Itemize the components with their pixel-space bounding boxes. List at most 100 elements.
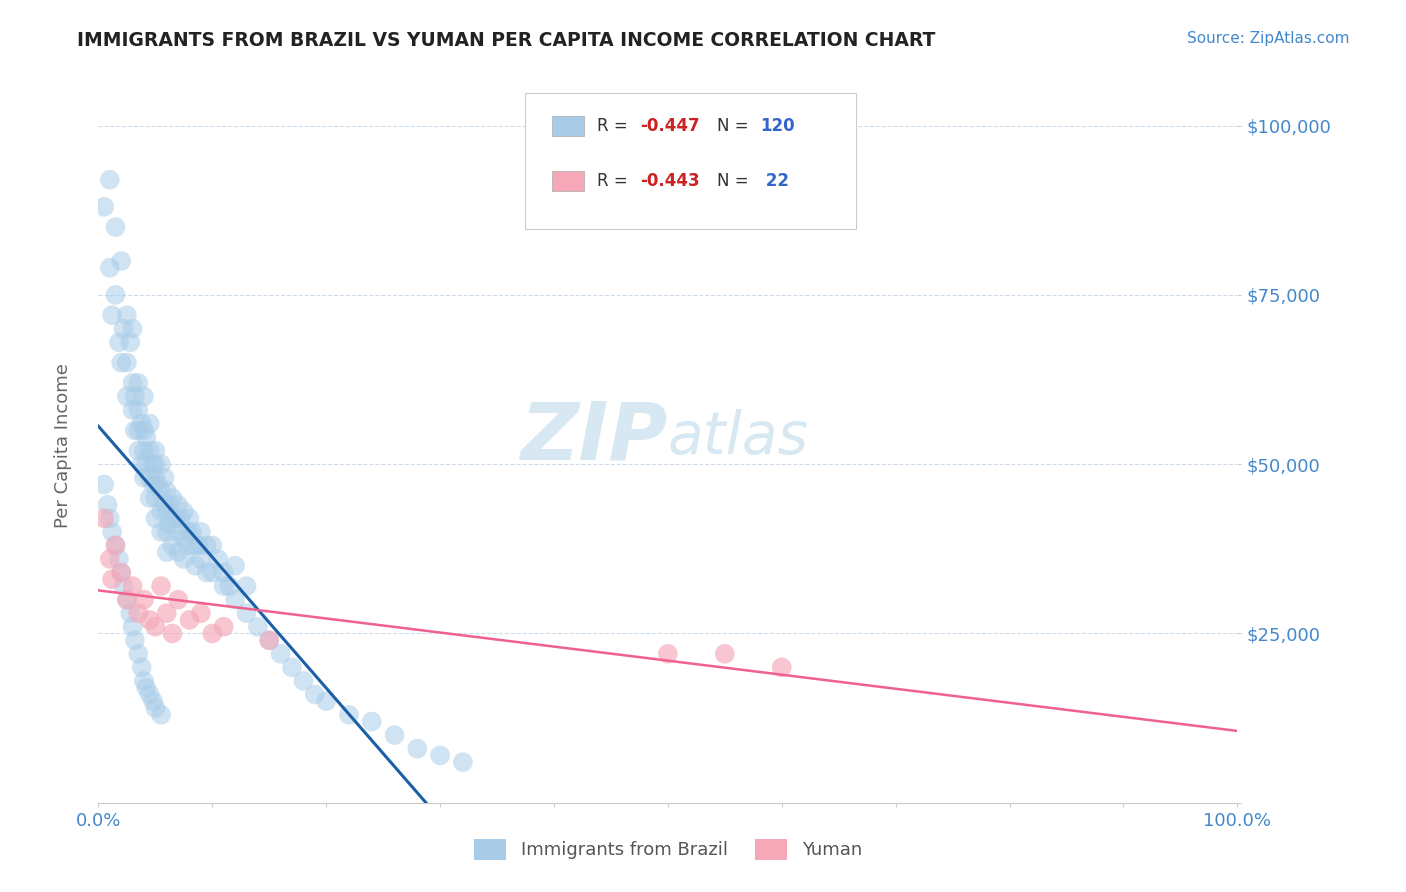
Point (115, 355, 138, 369)
Point (167, 498, 190, 512)
Point (156, 505, 179, 519)
Point (150, 524, 173, 539)
Text: 120: 120 (761, 117, 794, 136)
Point (429, 748, 451, 763)
Point (190, 524, 212, 539)
Text: R =: R = (598, 172, 633, 190)
Text: R =: R = (598, 117, 633, 136)
Point (212, 566, 235, 580)
Point (96, 498, 118, 512)
Point (124, 389, 146, 403)
Point (121, 579, 143, 593)
Point (150, 484, 173, 499)
Point (131, 457, 153, 471)
Point (281, 660, 304, 674)
Point (201, 538, 224, 552)
Point (127, 443, 149, 458)
Point (153, 471, 176, 485)
Point (195, 566, 218, 580)
FancyBboxPatch shape (526, 94, 856, 228)
Point (108, 335, 131, 350)
Point (110, 566, 132, 580)
Point (127, 376, 149, 390)
Point (104, 538, 127, 552)
Point (121, 376, 143, 390)
Bar (551, 171, 583, 191)
Point (110, 254, 132, 268)
Point (259, 633, 281, 648)
Point (259, 633, 281, 648)
Point (162, 511, 184, 525)
Point (145, 443, 167, 458)
Point (115, 389, 138, 403)
Point (201, 626, 224, 640)
Point (770, 660, 793, 674)
Point (406, 741, 429, 756)
Point (115, 308, 138, 322)
Point (127, 423, 149, 437)
Point (127, 647, 149, 661)
Point (657, 647, 679, 661)
Point (104, 538, 127, 552)
Point (145, 491, 167, 505)
Point (169, 511, 191, 525)
Point (150, 505, 173, 519)
Point (190, 552, 212, 566)
Point (167, 524, 190, 539)
Point (93, 200, 115, 214)
Point (224, 592, 246, 607)
Point (138, 471, 160, 485)
Point (173, 532, 195, 546)
Point (235, 606, 257, 620)
Point (124, 633, 146, 648)
Point (212, 579, 235, 593)
Point (173, 552, 195, 566)
Point (93, 477, 115, 491)
Point (451, 755, 474, 769)
Point (162, 491, 184, 505)
Point (98, 260, 121, 275)
Text: Per Capita Income: Per Capita Income (55, 364, 72, 528)
Point (104, 288, 127, 302)
Point (138, 613, 160, 627)
Point (115, 592, 138, 607)
Point (142, 694, 165, 708)
Point (132, 389, 155, 403)
Point (115, 592, 138, 607)
Point (124, 423, 146, 437)
Point (167, 545, 190, 559)
Point (120, 335, 142, 350)
Point (132, 423, 155, 437)
Point (112, 322, 135, 336)
Point (101, 572, 124, 586)
Text: IMMIGRANTS FROM BRAZIL VS YUMAN PER CAPITA INCOME CORRELATION CHART: IMMIGRANTS FROM BRAZIL VS YUMAN PER CAPI… (77, 31, 936, 50)
Point (224, 558, 246, 573)
Point (127, 403, 149, 417)
Point (138, 491, 160, 505)
Point (179, 538, 201, 552)
Point (195, 538, 218, 552)
Point (101, 308, 124, 322)
Point (127, 606, 149, 620)
Text: 22: 22 (761, 172, 789, 190)
Point (153, 498, 176, 512)
Point (121, 322, 143, 336)
Point (131, 417, 153, 431)
Point (714, 647, 737, 661)
Point (135, 681, 157, 695)
Point (315, 694, 337, 708)
Point (121, 620, 143, 634)
Point (135, 430, 157, 444)
Point (104, 220, 127, 235)
Point (110, 566, 132, 580)
Point (212, 620, 235, 634)
Point (384, 728, 406, 742)
Point (120, 606, 142, 620)
Point (132, 443, 155, 458)
Point (138, 688, 160, 702)
Point (132, 673, 155, 688)
Bar (551, 116, 583, 136)
Point (98, 552, 121, 566)
Point (156, 606, 179, 620)
Point (138, 417, 160, 431)
